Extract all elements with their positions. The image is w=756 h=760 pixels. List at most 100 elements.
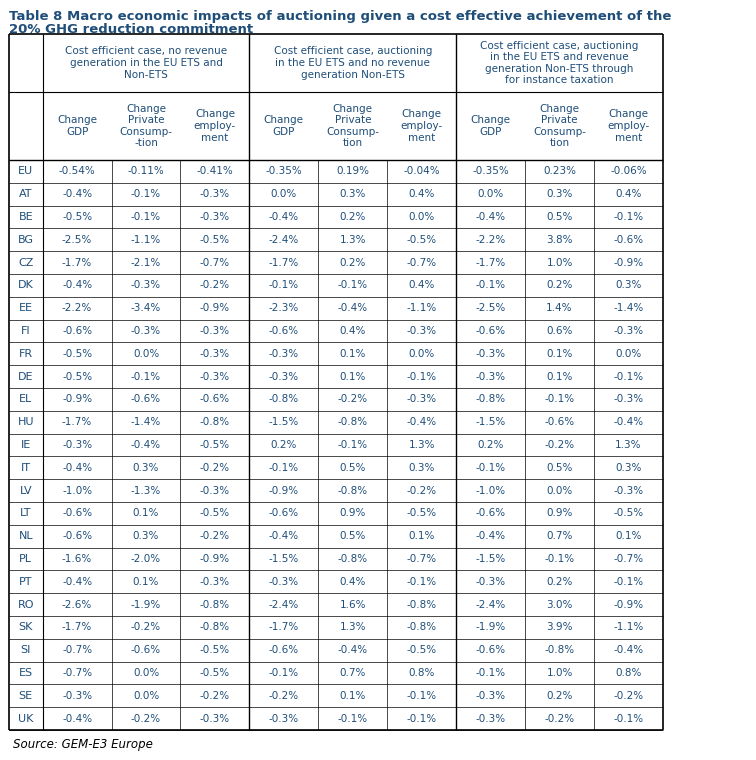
Text: 1.0%: 1.0%	[547, 258, 573, 268]
Text: -0.6%: -0.6%	[131, 645, 161, 655]
Text: 0.23%: 0.23%	[543, 166, 576, 176]
Text: -0.9%: -0.9%	[613, 600, 643, 610]
Text: 0.1%: 0.1%	[547, 349, 573, 359]
Text: 0.1%: 0.1%	[339, 691, 366, 701]
Text: -0.3%: -0.3%	[62, 440, 92, 450]
Text: ES: ES	[19, 668, 33, 678]
Text: -1.9%: -1.9%	[131, 600, 161, 610]
Text: -2.4%: -2.4%	[268, 600, 299, 610]
Text: Cost efficient case, auctioning
in the EU ETS and no revenue
generation Non-ETS: Cost efficient case, auctioning in the E…	[274, 46, 432, 80]
Text: -0.3%: -0.3%	[407, 394, 437, 404]
Text: -0.8%: -0.8%	[200, 600, 230, 610]
Text: SK: SK	[19, 622, 33, 632]
Text: -0.5%: -0.5%	[407, 508, 437, 518]
Text: -0.1%: -0.1%	[407, 372, 437, 382]
Text: 0.1%: 0.1%	[133, 508, 160, 518]
Text: 1.6%: 1.6%	[339, 600, 366, 610]
Text: -1.1%: -1.1%	[613, 622, 643, 632]
Text: -0.3%: -0.3%	[200, 189, 230, 199]
Text: -1.7%: -1.7%	[62, 258, 92, 268]
Text: -0.3%: -0.3%	[613, 394, 643, 404]
Text: -0.1%: -0.1%	[613, 577, 643, 587]
Text: -0.7%: -0.7%	[200, 258, 230, 268]
Text: -0.3%: -0.3%	[200, 349, 230, 359]
Text: -0.5%: -0.5%	[62, 372, 92, 382]
Text: -0.4%: -0.4%	[407, 417, 437, 427]
Text: Change
Private
Consump-
tion: Change Private Consump- tion	[533, 103, 586, 148]
Text: -0.1%: -0.1%	[613, 212, 643, 222]
Text: -0.2%: -0.2%	[200, 463, 230, 473]
Text: Change
employ-
ment: Change employ- ment	[194, 109, 236, 143]
Text: -0.3%: -0.3%	[613, 326, 643, 336]
Text: 0.7%: 0.7%	[339, 668, 366, 678]
Text: -0.6%: -0.6%	[544, 417, 575, 427]
Text: Change
GDP: Change GDP	[264, 116, 304, 137]
Text: -0.3%: -0.3%	[476, 372, 506, 382]
Text: -0.6%: -0.6%	[269, 326, 299, 336]
Text: -0.1%: -0.1%	[544, 394, 575, 404]
Text: -2.5%: -2.5%	[476, 303, 506, 313]
Text: -2.4%: -2.4%	[476, 600, 506, 610]
Text: LT: LT	[20, 508, 32, 518]
Text: 0.0%: 0.0%	[133, 668, 160, 678]
Text: 0.1%: 0.1%	[133, 577, 160, 587]
Text: -0.8%: -0.8%	[200, 622, 230, 632]
Text: -2.4%: -2.4%	[268, 235, 299, 245]
Text: -0.3%: -0.3%	[269, 372, 299, 382]
Text: FI: FI	[21, 326, 30, 336]
Text: -2.6%: -2.6%	[62, 600, 92, 610]
Text: -0.4%: -0.4%	[476, 212, 506, 222]
Text: -0.1%: -0.1%	[131, 212, 161, 222]
Text: NL: NL	[18, 531, 33, 541]
Text: -0.3%: -0.3%	[200, 372, 230, 382]
Text: DE: DE	[18, 372, 33, 382]
Text: 0.5%: 0.5%	[547, 212, 573, 222]
Text: -0.9%: -0.9%	[200, 554, 230, 564]
Text: Change
Private
Consump-
-tion: Change Private Consump- -tion	[119, 103, 172, 148]
Text: 1.0%: 1.0%	[547, 668, 573, 678]
Text: -1.0%: -1.0%	[62, 486, 92, 496]
Text: -0.5%: -0.5%	[200, 645, 230, 655]
Text: -0.1%: -0.1%	[476, 463, 506, 473]
Text: RO: RO	[17, 600, 34, 610]
Text: 3.0%: 3.0%	[547, 600, 573, 610]
Text: 0.2%: 0.2%	[547, 280, 573, 290]
Text: -1.7%: -1.7%	[476, 258, 506, 268]
Text: 0.2%: 0.2%	[547, 691, 573, 701]
Text: -0.6%: -0.6%	[269, 508, 299, 518]
Text: -0.2%: -0.2%	[200, 691, 230, 701]
Text: -0.7%: -0.7%	[613, 554, 643, 564]
Text: -0.4%: -0.4%	[269, 531, 299, 541]
Text: -0.1%: -0.1%	[269, 463, 299, 473]
Text: -0.11%: -0.11%	[128, 166, 164, 176]
Text: -0.2%: -0.2%	[131, 622, 161, 632]
Text: 0.0%: 0.0%	[547, 486, 572, 496]
Text: SI: SI	[20, 645, 31, 655]
Text: -1.5%: -1.5%	[268, 554, 299, 564]
Text: -0.6%: -0.6%	[62, 531, 92, 541]
Text: -0.3%: -0.3%	[269, 349, 299, 359]
Text: -0.4%: -0.4%	[476, 531, 506, 541]
Text: -0.1%: -0.1%	[269, 280, 299, 290]
Text: UK: UK	[18, 714, 33, 724]
Text: 0.5%: 0.5%	[339, 531, 366, 541]
Text: -0.35%: -0.35%	[265, 166, 302, 176]
Text: AT: AT	[19, 189, 33, 199]
Text: -0.4%: -0.4%	[62, 463, 92, 473]
Text: -0.3%: -0.3%	[476, 691, 506, 701]
Text: -0.1%: -0.1%	[131, 372, 161, 382]
Text: SE: SE	[19, 691, 33, 701]
Text: -0.1%: -0.1%	[544, 554, 575, 564]
Text: -0.2%: -0.2%	[200, 531, 230, 541]
Text: Table 8 Macro economic impacts of auctioning given a cost effective achievement : Table 8 Macro economic impacts of auctio…	[9, 10, 671, 23]
Text: -0.8%: -0.8%	[338, 554, 368, 564]
Text: -0.7%: -0.7%	[62, 645, 92, 655]
Text: -0.3%: -0.3%	[407, 326, 437, 336]
Text: -0.6%: -0.6%	[200, 394, 230, 404]
Text: -0.8%: -0.8%	[338, 417, 368, 427]
Text: -0.5%: -0.5%	[200, 668, 230, 678]
Text: 0.3%: 0.3%	[133, 531, 160, 541]
Text: -0.3%: -0.3%	[131, 326, 161, 336]
Text: CZ: CZ	[18, 258, 33, 268]
Text: EU: EU	[18, 166, 33, 176]
